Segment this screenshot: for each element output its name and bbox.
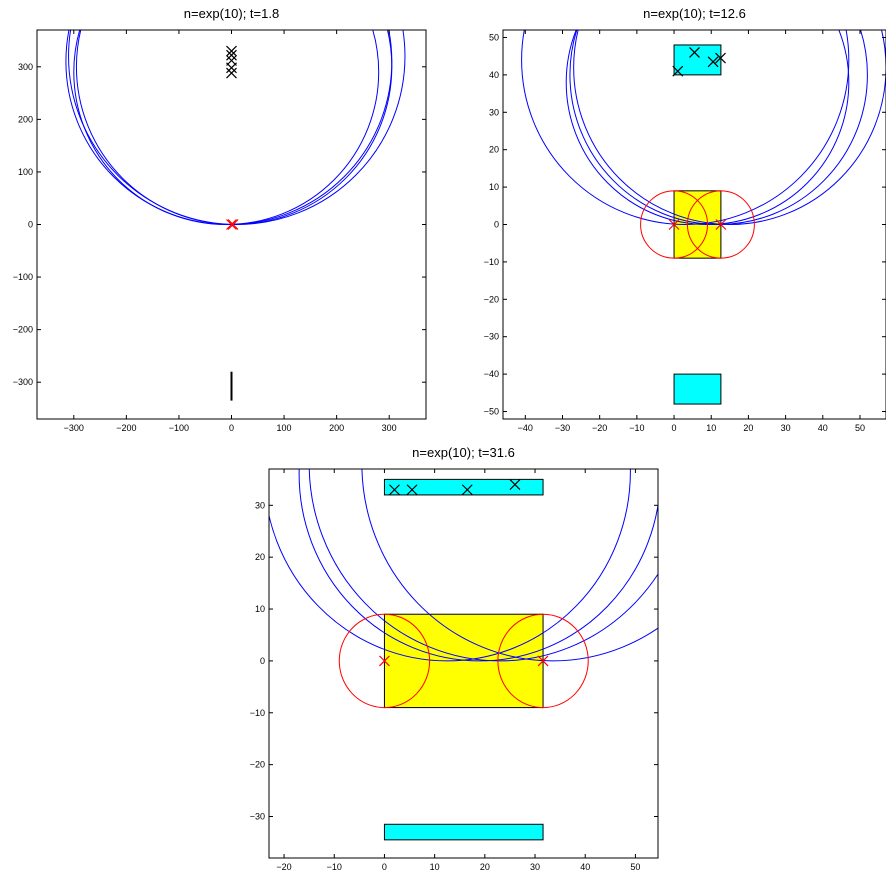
y-tick-label: 40	[489, 70, 499, 80]
red-circle	[686, 190, 755, 259]
y-tick-label: 10	[489, 182, 499, 192]
blue-circle	[573, 30, 886, 225]
x-tick-label: 50	[855, 423, 865, 433]
y-tick-label: −20	[250, 760, 265, 770]
x-tick-label: −300	[64, 423, 84, 433]
x-tick-label: 50	[630, 862, 640, 872]
axes-frame	[268, 468, 659, 859]
y-tick-label: −40	[484, 369, 499, 379]
x-tick-label: 10	[430, 862, 440, 872]
y-tick-label: 0	[260, 656, 265, 666]
y-tick-label: 300	[18, 62, 33, 72]
y-tick-label: −30	[484, 332, 499, 342]
chart-title: n=exp(10); t=12.6	[643, 6, 746, 21]
subplot-3: −20 −10 0 10 20 30 40 50 −30 −20 −10 0 10 20 30 n=exp(1…	[250, 445, 659, 872]
y-tick-label: −200	[13, 325, 33, 335]
chart-title: n=exp(10); t=31.6	[412, 445, 515, 460]
blue-circle	[361, 469, 658, 662]
x-tick-label: −20	[276, 862, 291, 872]
cyan-rect	[383, 823, 544, 841]
y-tick-label: −300	[13, 377, 33, 387]
y-tick-label: −10	[484, 257, 499, 267]
y-tick-label: 50	[489, 32, 499, 42]
x-tick-label: −10	[327, 862, 342, 872]
blue-circle	[521, 30, 850, 225]
y-tick-label: −10	[250, 708, 265, 718]
x-tick-label: −200	[116, 423, 136, 433]
y-tick-label: 0	[28, 220, 33, 230]
x-tick-label: 100	[277, 423, 292, 433]
red-x-marker	[226, 219, 237, 230]
cyan-rect	[383, 478, 544, 496]
black-x-marker	[509, 479, 521, 490]
red-x-marker	[668, 219, 680, 230]
x-tick-label: −30	[555, 423, 570, 433]
plot-content	[65, 30, 406, 401]
blue-circle	[298, 469, 658, 662]
y-tick-label: −20	[484, 294, 499, 304]
black-x-marker	[226, 45, 237, 57]
y-tick-label: 20	[255, 552, 265, 562]
cyan-rect	[673, 373, 722, 405]
x-tick-label: 10	[706, 423, 716, 433]
subplot-1: −300 −200 −100 0 100 200 300 −300 −200 −100 0 100 20…	[13, 6, 427, 433]
black-x-marker	[689, 47, 700, 58]
y-tick-label: 30	[489, 107, 499, 117]
black-x-marker	[461, 484, 473, 496]
plot-content	[269, 469, 658, 841]
subplot-2: −40 −30 −20 −10 0 10 20 30 40 50 −50 −40 −30 −20 −10 0 1…	[484, 6, 886, 433]
x-tick-label: 40	[580, 862, 590, 872]
y-tick-label: 100	[18, 167, 33, 177]
x-tick-label: −10	[629, 423, 644, 433]
x-tick-label: 30	[530, 862, 540, 872]
x-tick-label: 0	[229, 423, 234, 433]
black-x-marker	[389, 484, 400, 496]
x-tick-label: 40	[818, 423, 828, 433]
red-x-marker	[379, 655, 390, 667]
red-x-marker	[227, 219, 239, 230]
blue-circle	[269, 469, 631, 662]
y-tick-label: 0	[494, 220, 499, 230]
black-x-marker	[226, 49, 237, 61]
chart-title: n=exp(10); t=1.8	[184, 6, 279, 21]
y-tick-label: 30	[255, 500, 265, 510]
black-x-marker	[707, 56, 719, 68]
x-tick-label: 20	[480, 862, 490, 872]
red-x-marker	[715, 219, 727, 230]
red-x-marker	[537, 655, 549, 667]
y-tick-label: −50	[484, 407, 499, 417]
blue-circle	[308, 469, 658, 662]
plot-content	[521, 30, 886, 405]
black-x-marker	[406, 484, 418, 496]
black-x-marker	[672, 65, 684, 77]
red-circle	[640, 190, 709, 259]
x-tick-label: 0	[382, 862, 387, 872]
red-circle	[497, 613, 589, 709]
x-tick-label: 300	[382, 423, 397, 433]
y-tick-label: −100	[13, 272, 33, 282]
x-tick-label: 30	[781, 423, 791, 433]
blue-circle	[68, 30, 406, 225]
x-tick-label: 200	[329, 423, 344, 433]
x-tick-label: −100	[169, 423, 189, 433]
x-tick-label: −20	[592, 423, 607, 433]
black-x-marker	[226, 55, 237, 66]
yellow-rect	[383, 613, 544, 709]
red-circle	[338, 613, 431, 709]
x-tick-label: −40	[518, 423, 533, 433]
y-tick-label: 200	[18, 114, 33, 124]
y-tick-label: 20	[489, 145, 499, 155]
y-tick-label: 10	[255, 604, 265, 614]
black-x-marker	[226, 67, 237, 79]
x-tick-label: 0	[672, 423, 677, 433]
x-tick-label: 20	[743, 423, 753, 433]
black-x-marker	[715, 52, 726, 64]
y-tick-label: −30	[250, 812, 265, 822]
